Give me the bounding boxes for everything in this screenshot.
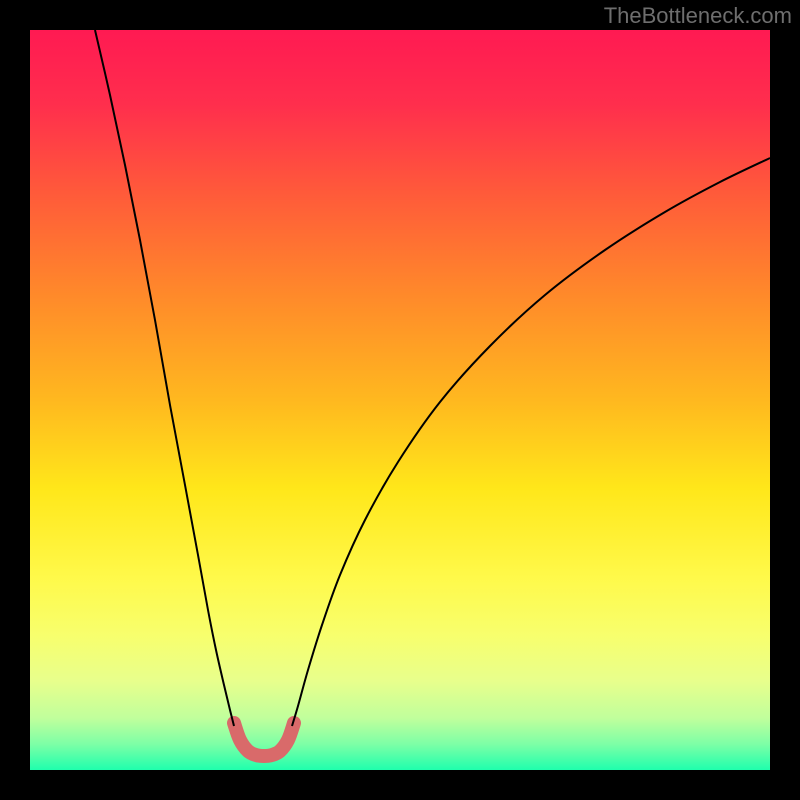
watermark-text: TheBottleneck.com xyxy=(604,3,792,29)
chart-frame xyxy=(0,0,800,800)
chart-background xyxy=(30,30,770,770)
plot-area xyxy=(30,30,770,770)
chart-svg xyxy=(30,30,770,770)
